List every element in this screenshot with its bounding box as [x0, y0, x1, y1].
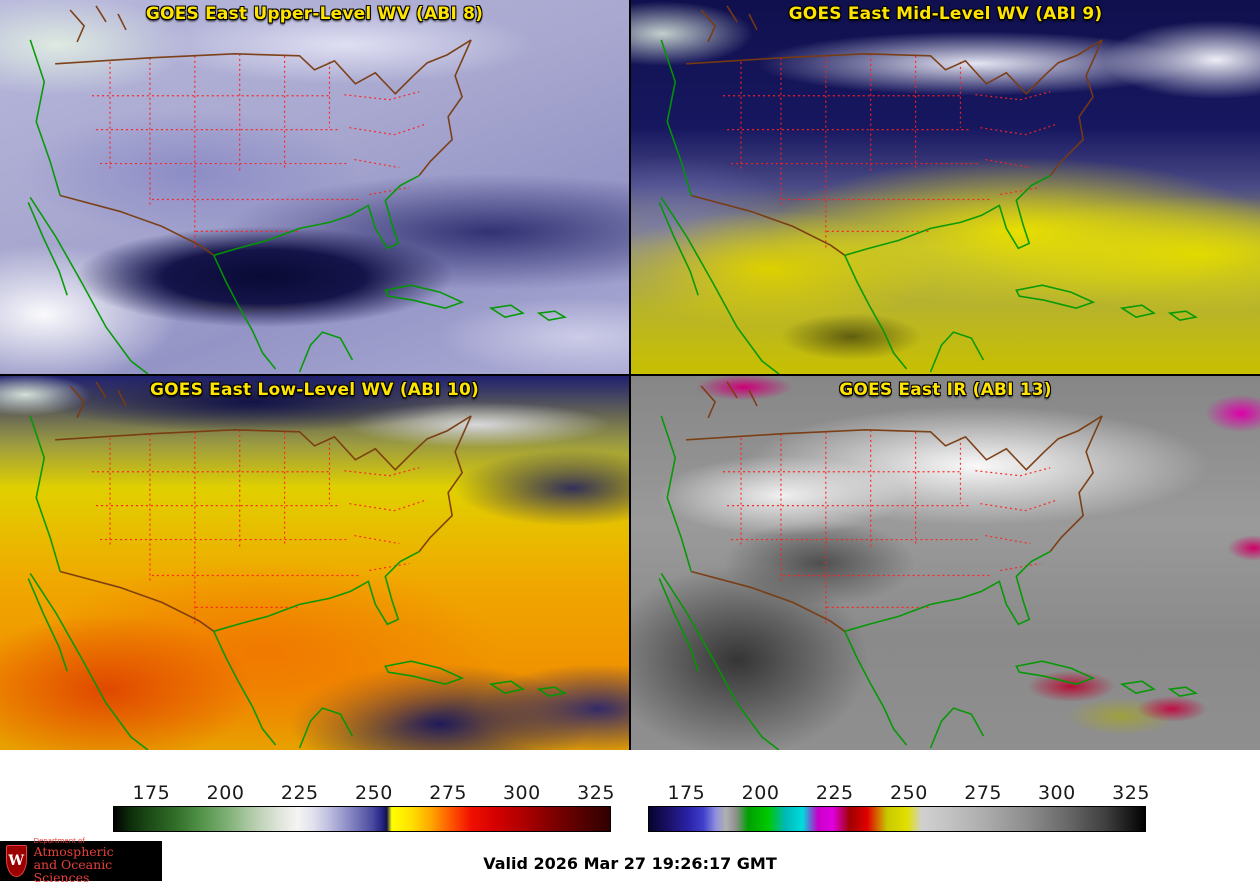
map-overlay [27, 5, 566, 374]
panel-title-upper-level-wv: GOES East Upper-Level WV (ABI 8) [145, 4, 484, 24]
panel-upper-level-wv: GOES East Upper-Level WV (ABI 8) [0, 0, 629, 374]
ir-colorbar: 175 200 225 250 275 300 325 [648, 778, 1149, 832]
panel-title-mid-level-wv: GOES East Mid-Level WV (ABI 9) [788, 4, 1103, 24]
colorbar-tick: 325 [577, 782, 615, 804]
colorbar-tick: 225 [815, 782, 854, 804]
satellite-quadrant-grid: GOES East Upper-Level WV (ABI 8) GOES Ea… [0, 0, 1260, 750]
map-overlay [27, 381, 566, 750]
colorbar-tick: 325 [1112, 782, 1150, 804]
logo-line-atmospheric: Atmospheric [33, 843, 114, 859]
colorbar-tick: 300 [1037, 782, 1076, 804]
footer: 175 200 225 250 275 300 325 175 200 225 … [0, 750, 1260, 884]
colorbar-tick: 275 [429, 782, 468, 804]
ir-colorbar-ticks: 175 200 225 250 275 300 325 [648, 778, 1149, 806]
uw-crest-icon: W [6, 845, 27, 877]
colorbar-tick: 175 [132, 782, 171, 804]
colorbar-tick: 275 [964, 782, 1003, 804]
colorbar-tick: 250 [355, 782, 393, 804]
logo-department-of: Department of [33, 836, 85, 845]
panel-title-low-level-wv: GOES East Low-Level WV (ABI 10) [149, 380, 479, 400]
valid-time-label: Valid 2026 Mar 27 19:26:17 GMT [483, 854, 777, 873]
wv-colorbar: 175 200 225 250 275 300 325 [113, 778, 614, 832]
colorbar-tick: 300 [502, 782, 541, 804]
colorbar-tick: 200 [206, 782, 245, 804]
ir-colorbar-gradient [648, 806, 1146, 832]
colorbar-tick: 200 [741, 782, 780, 804]
panel-mid-level-wv: GOES East Mid-Level WV (ABI 9) [631, 0, 1260, 374]
wv-colorbar-ticks: 175 200 225 250 275 300 325 [113, 778, 614, 806]
colorbar-tick: 225 [280, 782, 319, 804]
map-overlay [658, 381, 1197, 750]
panel-ir: GOES East IR (ABI 13) [631, 376, 1260, 750]
panel-title-ir: GOES East IR (ABI 13) [839, 380, 1052, 400]
colorbar-tick: 175 [667, 782, 706, 804]
panel-low-level-wv: GOES East Low-Level WV (ABI 10) [0, 376, 629, 750]
colorbar-tick: 250 [890, 782, 928, 804]
wv-colorbar-gradient [113, 806, 611, 832]
map-overlay [658, 5, 1197, 374]
